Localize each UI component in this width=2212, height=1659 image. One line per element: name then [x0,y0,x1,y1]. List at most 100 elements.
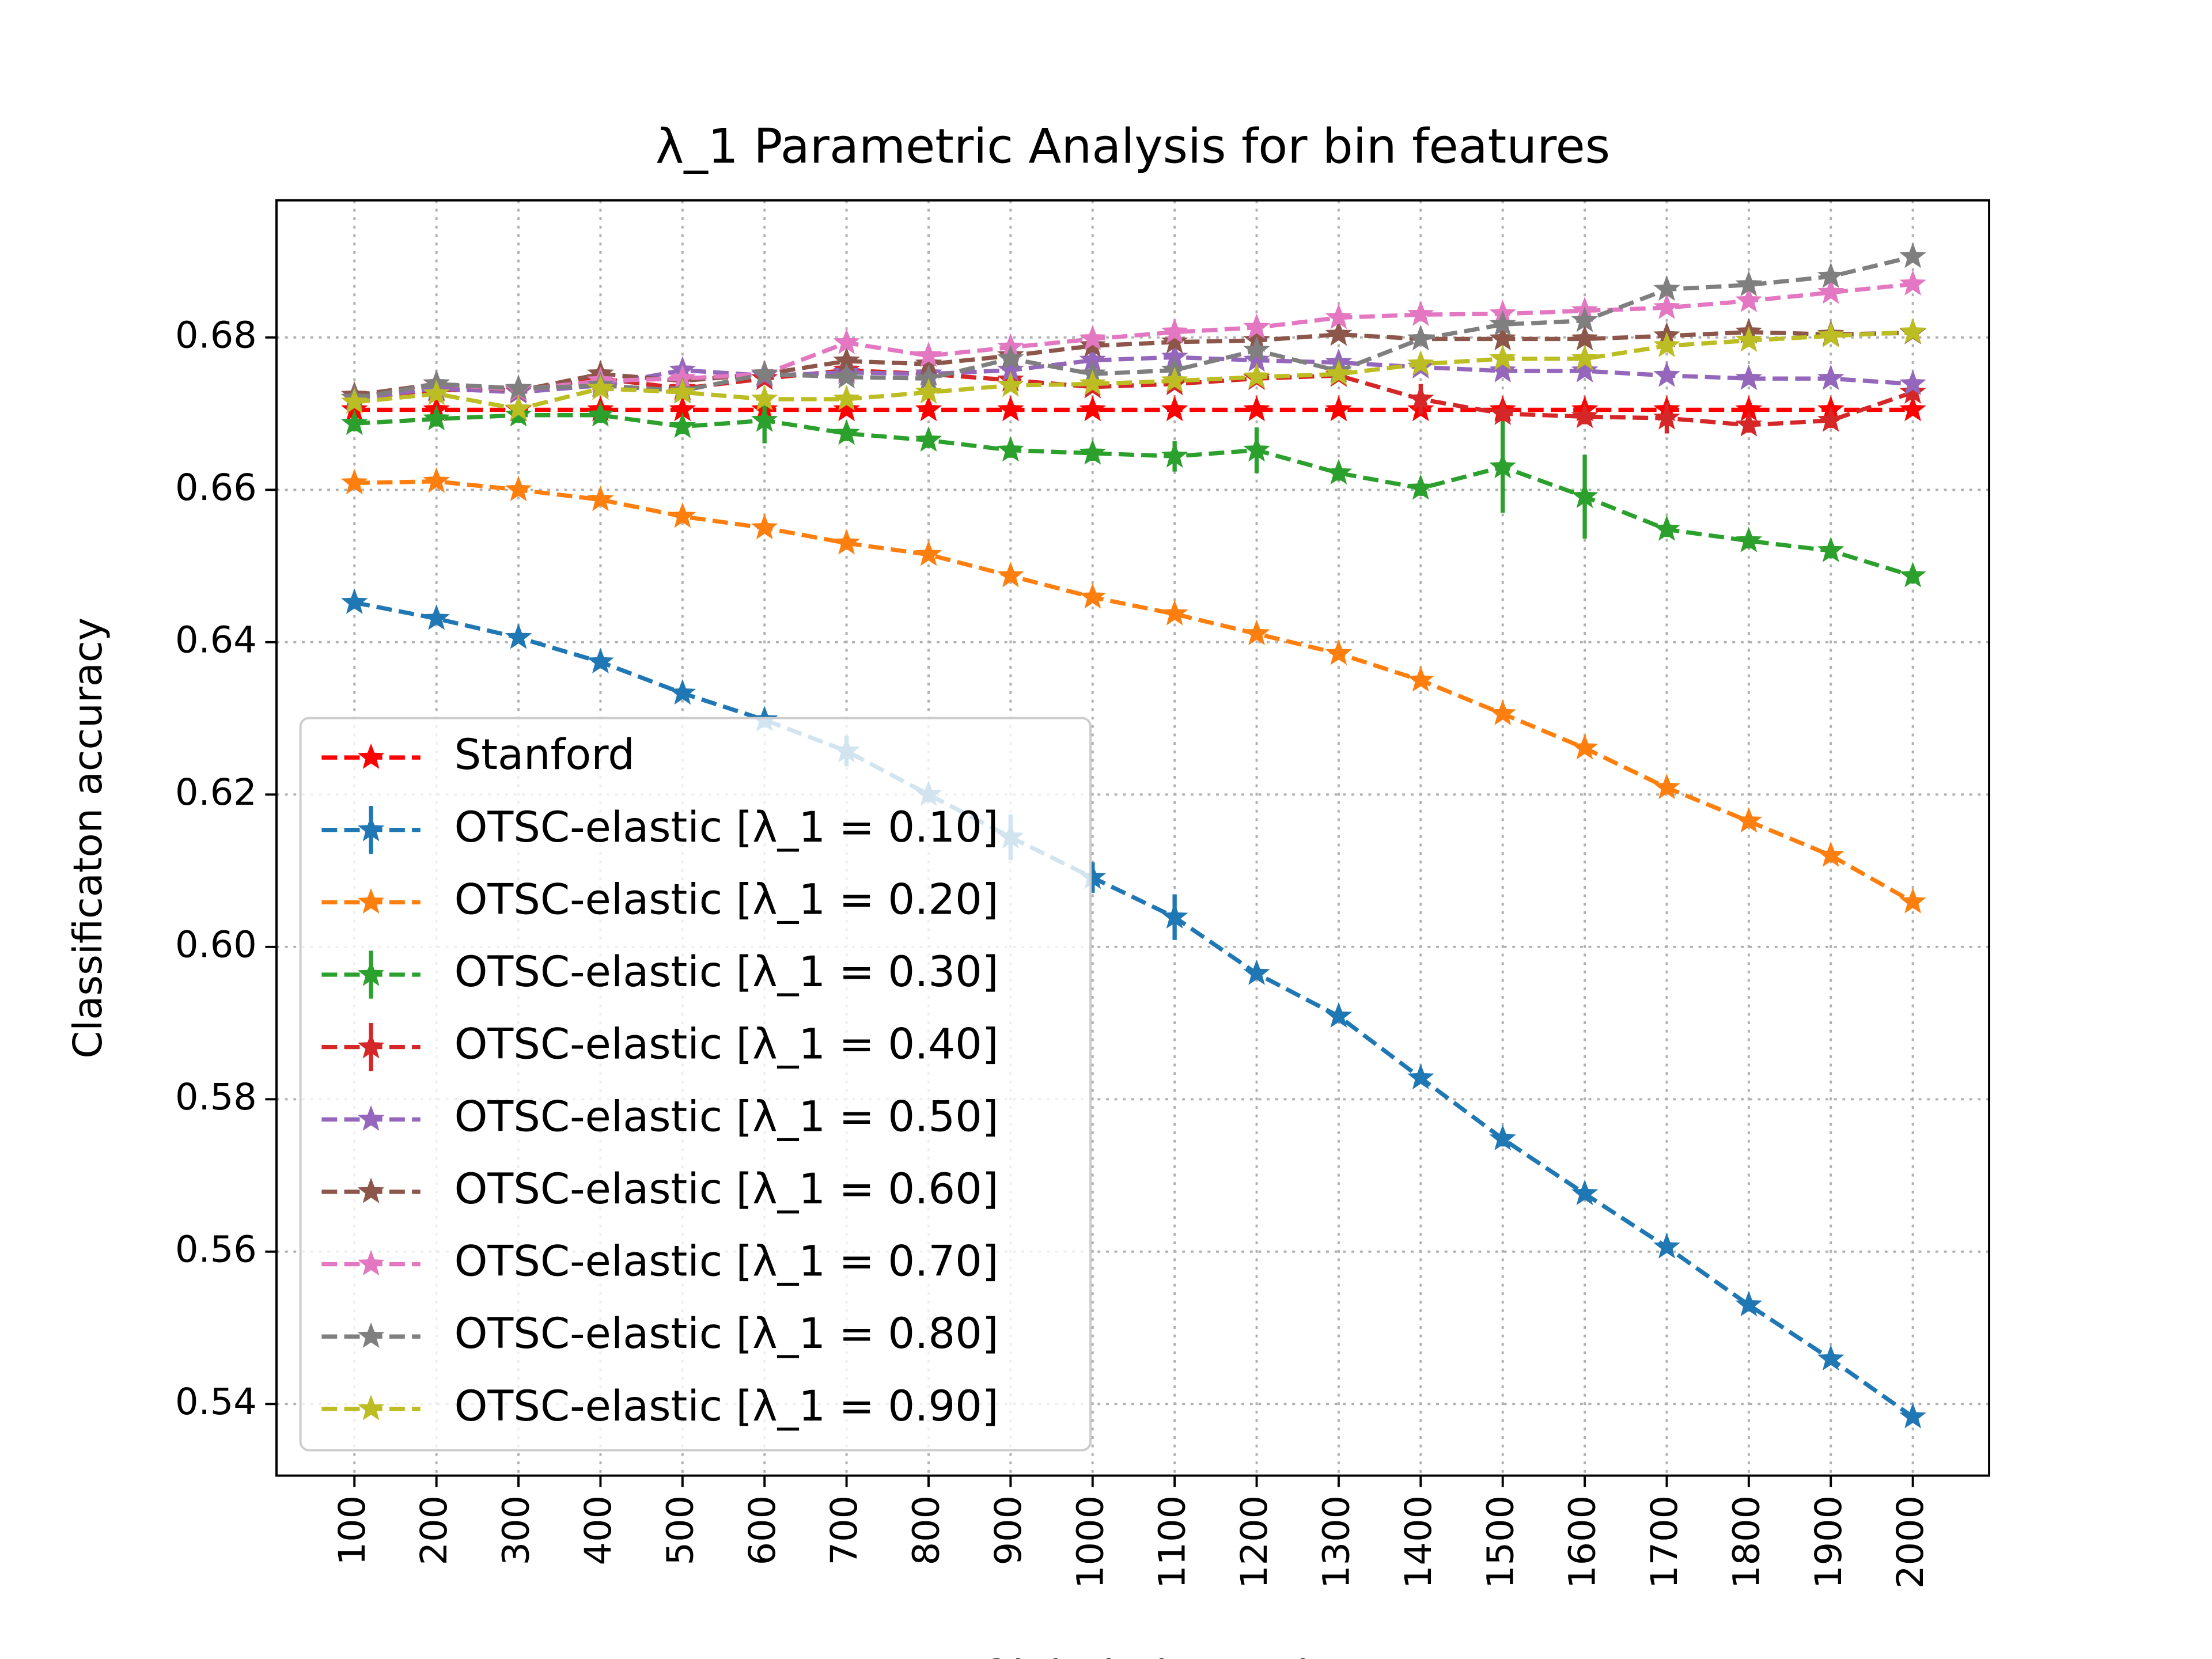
data-point [751,359,778,386]
series-line [354,329,1913,397]
x-tick-label: 1600 [1562,1495,1604,1589]
data-point [1571,402,1599,429]
y-axis-label: Classificaton accuracy [65,618,111,1059]
x-tick-label: 300 [495,1495,538,1566]
x-tick-label: 1300 [1315,1495,1358,1589]
data-point [1325,639,1353,665]
data-point [1243,346,1270,372]
data-point [1489,344,1516,370]
data-point [833,529,860,555]
x-tick-label: 1200 [1233,1495,1276,1589]
data-point [1735,527,1763,552]
data-point [1407,324,1434,351]
data-point [1817,364,1844,391]
data-point [1899,370,1926,396]
data-point [997,371,1024,397]
data-point [1407,474,1434,500]
data-point [587,647,614,673]
data-point [833,419,860,445]
data-point [505,623,532,649]
data-point [997,344,1024,370]
data-point [1161,318,1188,344]
data-point [1489,699,1516,725]
data-point [669,395,696,422]
legend-marker [357,816,385,842]
data-point [1653,275,1680,301]
data-point [1243,336,1270,362]
y-tick-label: 0.64 [175,619,257,661]
x-tick-label: 1000 [1069,1495,1112,1589]
data-point [833,385,860,411]
data-point [1817,321,1844,347]
data-point [669,502,696,528]
x-tick-label: 600 [741,1495,784,1566]
series-line [354,355,1913,401]
series-line [354,479,1914,904]
data-point [1161,366,1188,393]
data-point [669,679,696,705]
data-point [833,347,860,373]
legend-label: OTSC-elastic [λ_1 = 0.80] [454,1309,999,1358]
data-point [915,395,942,422]
data-point [1571,1179,1599,1206]
data-point [505,374,532,400]
data-point [1243,395,1270,422]
legend-marker [357,1395,385,1421]
data-point [1407,300,1434,326]
data-point [587,401,614,427]
data-point [669,378,696,404]
data-point [1653,515,1680,541]
data-point [423,604,450,630]
data-point [1653,293,1680,320]
data-point [587,486,614,512]
x-tick-label: 800 [906,1495,948,1566]
y-tick-label: 0.58 [175,1076,257,1119]
chart-title: λ_1 Parametric Analysis for bin features [656,119,1610,175]
data-point [587,374,614,400]
data-point [751,513,778,540]
data-point [1079,395,1107,422]
data-point [1899,270,1926,296]
data-point [1489,357,1516,382]
x-tick-label: 200 [413,1495,456,1566]
data-point [1243,436,1270,462]
data-point [1079,863,1107,889]
data-point [915,342,942,368]
x-tick-label: 1100 [1152,1495,1194,1589]
data-point [1899,318,1926,344]
legend-label: OTSC-elastic [λ_1 = 0.50] [454,1092,999,1141]
data-point [1243,619,1270,646]
data-point [915,378,942,404]
legend-marker [357,1250,385,1276]
data-point [1899,378,1926,404]
data-point [1735,364,1763,391]
data-point [997,436,1024,462]
series-line [354,413,1914,578]
data-point [1325,395,1353,422]
data-point [1407,666,1434,692]
data-point [505,395,532,421]
series-line [354,600,1914,1419]
axes-frame [275,199,1991,1477]
y-tick-label: 0.60 [175,923,257,966]
data-point [1489,453,1516,479]
x-tick-label: 1700 [1643,1495,1686,1589]
data-point [1899,562,1926,588]
data-point [1817,536,1844,562]
x-tick-label: 900 [987,1495,1030,1566]
data-point [1899,243,1926,268]
data-point [1325,1002,1353,1028]
y-tick-label: 0.62 [175,771,257,814]
x-tick-label: 2000 [1889,1495,1932,1589]
legend-label: OTSC-elastic [λ_1 = 0.40] [454,1020,999,1069]
data-point [1489,310,1516,336]
data-point [1079,346,1107,372]
data-point [1571,357,1599,382]
legend-label: OTSC-elastic [λ_1 = 0.70] [454,1237,999,1286]
legend-label: OTSC-elastic [λ_1 = 0.10] [454,803,999,852]
data-point [751,385,778,411]
data-point [669,412,696,438]
data-point [1489,399,1516,425]
